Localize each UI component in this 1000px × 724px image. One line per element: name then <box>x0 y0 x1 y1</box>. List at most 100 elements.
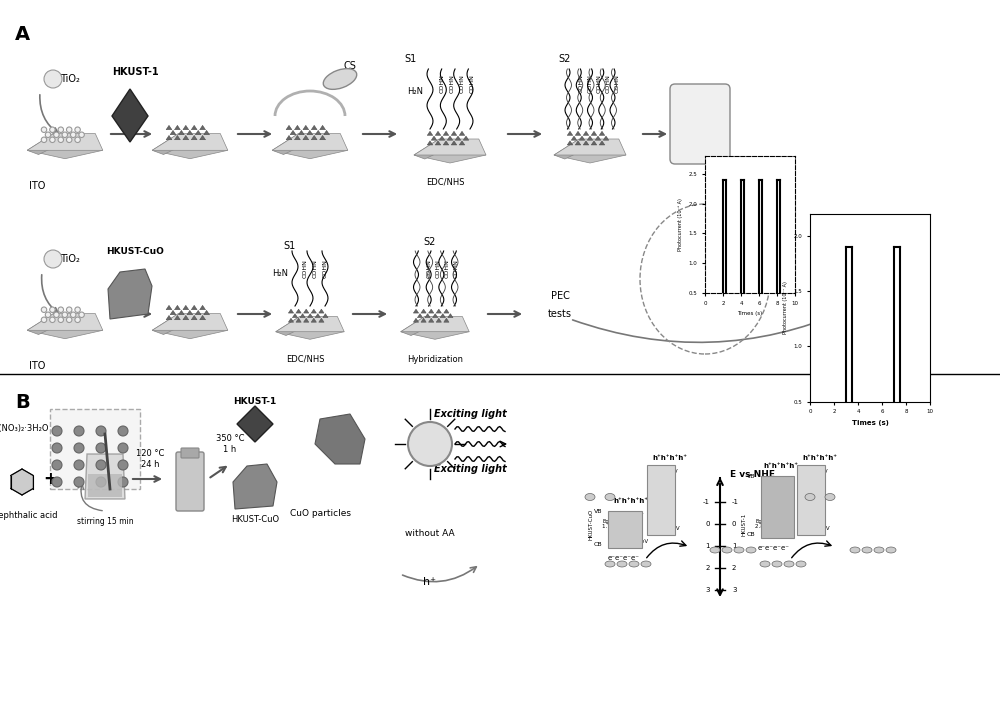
Text: COHN: COHN <box>454 260 459 279</box>
FancyBboxPatch shape <box>50 409 140 489</box>
Text: without AA: without AA <box>405 529 455 539</box>
Y-axis label: Photocurrent (10⁻⁶ A): Photocurrent (10⁻⁶ A) <box>678 198 683 251</box>
Polygon shape <box>88 474 122 497</box>
Text: 2: 2 <box>706 565 710 571</box>
Polygon shape <box>429 319 434 322</box>
Text: e⁻: e⁻ <box>619 562 625 566</box>
Circle shape <box>96 443 106 453</box>
Polygon shape <box>315 130 321 135</box>
Polygon shape <box>178 130 184 135</box>
Polygon shape <box>183 306 189 310</box>
Circle shape <box>45 132 51 138</box>
Polygon shape <box>304 319 309 322</box>
Circle shape <box>58 317 64 322</box>
Circle shape <box>52 460 62 470</box>
Circle shape <box>58 127 64 132</box>
Text: -0.5 eV: -0.5 eV <box>660 526 679 531</box>
Ellipse shape <box>722 547 732 553</box>
Polygon shape <box>324 130 330 135</box>
Polygon shape <box>427 131 433 135</box>
Circle shape <box>50 307 55 313</box>
Polygon shape <box>413 309 419 313</box>
Text: -0.5 eV: -0.5 eV <box>810 526 829 531</box>
Text: Hybridization: Hybridization <box>407 355 463 363</box>
Text: COHN: COHN <box>596 75 601 93</box>
Polygon shape <box>436 309 441 313</box>
Polygon shape <box>427 140 433 145</box>
Polygon shape <box>183 135 189 140</box>
Circle shape <box>58 307 64 313</box>
X-axis label: Times (s): Times (s) <box>737 311 763 316</box>
Polygon shape <box>603 136 609 140</box>
Circle shape <box>74 477 84 487</box>
Text: Eg
1.71 eV: Eg 1.71 eV <box>602 518 624 529</box>
Text: HKUST-1: HKUST-1 <box>233 397 277 406</box>
Polygon shape <box>191 135 197 140</box>
Text: S2: S2 <box>424 237 436 247</box>
Text: e⁻: e⁻ <box>607 494 613 500</box>
Bar <box>761 476 794 538</box>
Circle shape <box>50 317 55 322</box>
Text: TiO₂: TiO₂ <box>60 74 80 84</box>
Polygon shape <box>187 311 193 315</box>
Text: Exciting light: Exciting light <box>434 464 506 474</box>
Polygon shape <box>595 136 601 140</box>
Polygon shape <box>320 135 326 140</box>
Polygon shape <box>27 133 103 151</box>
Text: A: A <box>15 25 30 43</box>
Polygon shape <box>294 135 300 140</box>
Polygon shape <box>571 136 577 140</box>
Polygon shape <box>191 306 197 310</box>
Polygon shape <box>200 316 206 320</box>
Polygon shape <box>599 140 605 145</box>
Polygon shape <box>290 130 296 135</box>
Polygon shape <box>414 139 450 159</box>
Text: 2: 2 <box>732 565 736 571</box>
Text: 350 °C
1 h: 350 °C 1 h <box>216 434 244 454</box>
Polygon shape <box>296 309 301 313</box>
Polygon shape <box>463 136 469 140</box>
Circle shape <box>44 70 62 88</box>
Polygon shape <box>292 313 298 318</box>
Text: VB: VB <box>747 474 755 479</box>
Ellipse shape <box>641 561 651 567</box>
Polygon shape <box>315 414 365 464</box>
Text: ITO: ITO <box>29 361 45 371</box>
Y-axis label: Photocurrent (10⁻⁷ A): Photocurrent (10⁻⁷ A) <box>783 281 788 334</box>
Polygon shape <box>272 142 348 159</box>
Polygon shape <box>166 306 172 310</box>
Ellipse shape <box>585 494 595 500</box>
Ellipse shape <box>605 494 615 500</box>
X-axis label: Times (s): Times (s) <box>852 420 888 426</box>
Circle shape <box>62 312 68 318</box>
Polygon shape <box>567 140 573 145</box>
Circle shape <box>74 443 84 453</box>
Circle shape <box>70 132 76 138</box>
Polygon shape <box>439 136 445 140</box>
Text: e⁻: e⁻ <box>736 547 742 552</box>
Polygon shape <box>304 309 309 313</box>
Circle shape <box>75 137 80 143</box>
Polygon shape <box>300 313 305 318</box>
Circle shape <box>66 317 72 322</box>
Text: -1.11 eV: -1.11 eV <box>625 539 648 544</box>
Text: Eg
3.2 eV: Eg 3.2 eV <box>656 494 673 505</box>
Text: CB: CB <box>594 542 602 547</box>
Polygon shape <box>459 140 465 145</box>
Polygon shape <box>583 131 589 135</box>
Text: CB: CB <box>806 529 814 534</box>
Text: HKUST-CuO: HKUST-CuO <box>589 508 594 539</box>
Text: HKUST-CuO: HKUST-CuO <box>231 515 279 523</box>
Polygon shape <box>174 306 180 310</box>
Text: COHN: COHN <box>606 75 610 93</box>
Polygon shape <box>174 125 180 130</box>
Ellipse shape <box>850 547 860 553</box>
Circle shape <box>41 307 47 313</box>
Circle shape <box>50 127 55 132</box>
Polygon shape <box>27 313 103 330</box>
Polygon shape <box>112 89 148 142</box>
Circle shape <box>118 443 128 453</box>
Polygon shape <box>178 311 184 315</box>
Text: H₂N: H₂N <box>272 269 288 279</box>
Text: 3: 3 <box>706 587 710 593</box>
